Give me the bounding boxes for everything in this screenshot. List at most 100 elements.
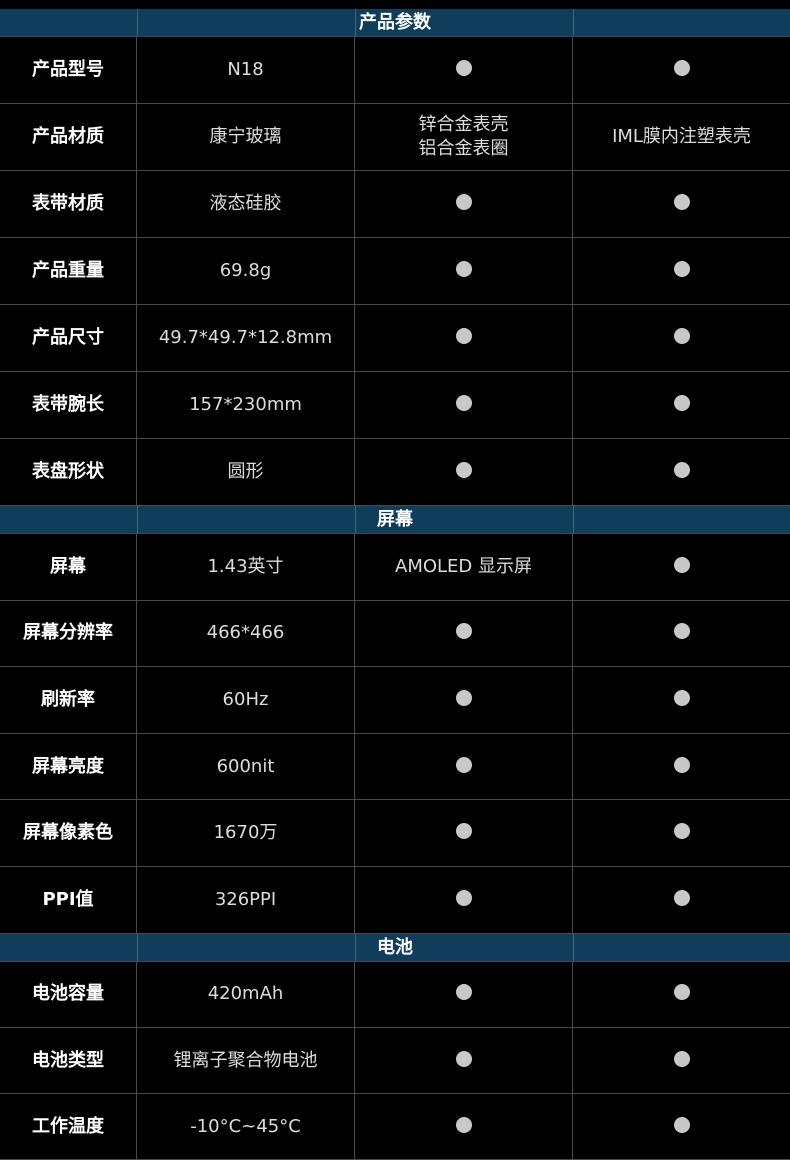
table-row: PPI值 326PPI bbox=[0, 866, 790, 934]
row-label: PPI值 bbox=[0, 866, 137, 933]
table-cell bbox=[573, 1028, 790, 1093]
table-row: 屏幕像素色 1670万 bbox=[0, 800, 790, 867]
table-cell bbox=[355, 667, 573, 733]
column-divider bbox=[355, 933, 356, 961]
section-title: 屏幕 bbox=[377, 509, 413, 530]
table-cell bbox=[355, 1027, 573, 1094]
dot-icon bbox=[673, 689, 690, 706]
row-label: 表带腕长 bbox=[0, 372, 137, 438]
table-cell: N18 bbox=[137, 37, 355, 103]
dot-icon bbox=[455, 1116, 472, 1133]
table-cell bbox=[355, 439, 573, 505]
row-label: 产品尺寸 bbox=[0, 305, 137, 371]
column-divider bbox=[355, 9, 356, 36]
table-cell bbox=[573, 37, 790, 103]
table-row: 产品材质 康宁玻璃 锌合金表壳 铝合金表圈 IML膜内注塑表壳 bbox=[0, 104, 790, 171]
table-row: 电池容量 420mAh bbox=[0, 961, 790, 1028]
row-label: 工作温度 bbox=[0, 1094, 137, 1160]
table-row: 表带腕长 157*230mm bbox=[0, 372, 790, 439]
table-cell: 1.43英寸 bbox=[137, 534, 355, 600]
table-row: 刷新率 60Hz bbox=[0, 667, 790, 734]
table-cell bbox=[573, 962, 790, 1027]
table-cell: 49.7*49.7*12.8mm bbox=[137, 305, 355, 371]
table-row: 产品尺寸 49.7*49.7*12.8mm bbox=[0, 305, 790, 372]
table-row: 屏幕亮度 600nit bbox=[0, 733, 790, 801]
dot-icon bbox=[455, 194, 472, 210]
table-cell bbox=[573, 439, 790, 505]
dot-icon bbox=[455, 395, 472, 411]
row-label: 电池类型 bbox=[0, 1027, 137, 1094]
dot-icon bbox=[455, 623, 472, 640]
section-header: 屏幕 bbox=[0, 506, 790, 534]
row-label: 屏幕像素色 bbox=[0, 800, 137, 866]
table-cell: 液态硅胶 bbox=[137, 171, 355, 237]
table-cell bbox=[355, 171, 573, 237]
table-row: 电池类型 锂离子聚合物电池 bbox=[0, 1027, 790, 1095]
table-row: 工作温度 -10°C~45°C bbox=[0, 1094, 790, 1160]
table-row: 产品重量 69.8g bbox=[0, 238, 790, 305]
table-cell bbox=[573, 238, 790, 304]
row-label: 产品型号 bbox=[0, 37, 137, 103]
row-label: 屏幕分辨率 bbox=[0, 600, 137, 667]
table-cell: 69.8g bbox=[137, 238, 355, 304]
dot-icon bbox=[673, 261, 690, 277]
dot-icon bbox=[455, 889, 472, 906]
table-cell: 60Hz bbox=[137, 667, 355, 733]
column-divider bbox=[355, 506, 356, 533]
row-label: 电池容量 bbox=[0, 961, 137, 1027]
row-label: 屏幕 bbox=[0, 534, 137, 600]
table-cell bbox=[573, 372, 790, 438]
column-divider bbox=[137, 933, 138, 961]
table-cell bbox=[573, 601, 790, 667]
table-cell bbox=[355, 866, 573, 933]
table-cell bbox=[573, 534, 790, 600]
table-cell: 康宁玻璃 bbox=[137, 104, 355, 170]
table-cell: -10°C~45°C bbox=[137, 1094, 355, 1160]
row-label: 刷新率 bbox=[0, 667, 137, 733]
table-cell bbox=[355, 600, 573, 667]
table-cell bbox=[573, 867, 790, 933]
table-cell bbox=[355, 800, 573, 866]
table-cell bbox=[355, 37, 573, 103]
table-cell bbox=[573, 305, 790, 371]
table-cell: IML膜内注塑表壳 bbox=[612, 126, 751, 147]
dot-icon bbox=[673, 1116, 690, 1133]
table-row: 表带材质 液态硅胶 bbox=[0, 171, 790, 238]
table-cell: 600nit bbox=[137, 733, 355, 800]
row-label: 产品重量 bbox=[0, 238, 137, 304]
table-row: 屏幕 1.43英寸 AMOLED 显示屏 bbox=[0, 534, 790, 601]
table-cell bbox=[355, 961, 573, 1027]
dot-icon bbox=[673, 60, 690, 76]
table-cell bbox=[573, 734, 790, 800]
dot-icon bbox=[673, 823, 690, 840]
column-divider bbox=[573, 506, 574, 533]
table-cell: 466*466 bbox=[137, 600, 355, 667]
table-row: 屏幕分辨率 466*466 bbox=[0, 600, 790, 668]
row-label: 屏幕亮度 bbox=[0, 733, 137, 800]
dot-icon bbox=[455, 328, 472, 344]
table-cell: 420mAh bbox=[137, 961, 355, 1027]
section-title: 产品参数 bbox=[359, 12, 431, 33]
table-row: 表盘形状 圆形 bbox=[0, 439, 790, 506]
dot-icon bbox=[673, 984, 690, 1001]
dot-icon bbox=[673, 889, 690, 906]
dot-icon bbox=[673, 556, 690, 573]
table-cell: 326PPI bbox=[137, 866, 355, 933]
table-cell bbox=[573, 1094, 790, 1159]
section-title: 电池 bbox=[377, 936, 413, 958]
dot-icon bbox=[673, 462, 690, 478]
section-header: 产品参数 bbox=[0, 9, 790, 37]
row-label: 表带材质 bbox=[0, 171, 137, 237]
section-header: 电池 bbox=[0, 933, 790, 962]
table-cell bbox=[355, 305, 573, 371]
column-divider bbox=[573, 9, 574, 36]
dot-icon bbox=[673, 623, 690, 640]
table-cell: 圆形 bbox=[137, 439, 355, 505]
table-cell bbox=[355, 1094, 573, 1160]
dot-icon bbox=[455, 984, 472, 1001]
dot-icon bbox=[673, 1050, 690, 1067]
table-cell bbox=[355, 733, 573, 800]
table-cell: 157*230mm bbox=[137, 372, 355, 438]
table-cell bbox=[355, 238, 573, 304]
table-cell: AMOLED 显示屏 bbox=[355, 534, 573, 600]
